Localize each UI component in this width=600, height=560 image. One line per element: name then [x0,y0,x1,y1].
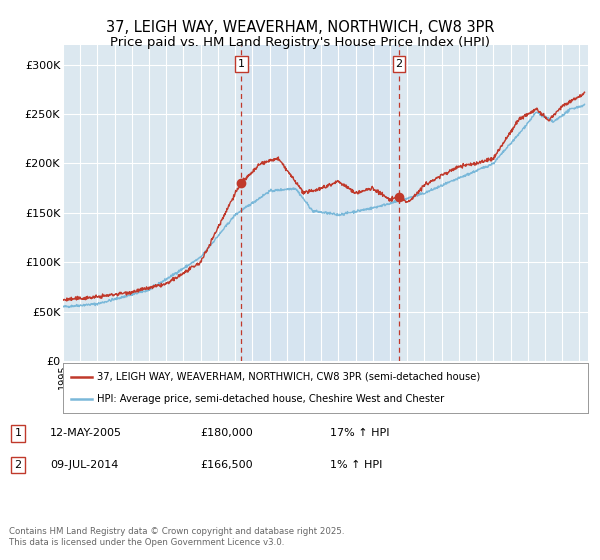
Text: Price paid vs. HM Land Registry's House Price Index (HPI): Price paid vs. HM Land Registry's House … [110,36,490,49]
Text: 1: 1 [238,59,245,69]
Text: 37, LEIGH WAY, WEAVERHAM, NORTHWICH, CW8 3PR (semi-detached house): 37, LEIGH WAY, WEAVERHAM, NORTHWICH, CW8… [97,372,481,382]
Text: Contains HM Land Registry data © Crown copyright and database right 2025.
This d: Contains HM Land Registry data © Crown c… [9,526,344,547]
Text: 2: 2 [14,460,22,470]
Text: 09-JUL-2014: 09-JUL-2014 [50,460,118,470]
Text: 1: 1 [14,428,22,438]
Bar [241,45,399,361]
Text: 2: 2 [395,59,403,69]
Text: 17% ↑ HPI: 17% ↑ HPI [330,428,389,438]
Text: 37, LEIGH WAY, WEAVERHAM, NORTHWICH, CW8 3PR: 37, LEIGH WAY, WEAVERHAM, NORTHWICH, CW8… [106,20,494,35]
Text: 12-MAY-2005: 12-MAY-2005 [50,428,122,438]
Text: 1% ↑ HPI: 1% ↑ HPI [330,460,382,470]
Text: £166,500: £166,500 [200,460,253,470]
Text: £180,000: £180,000 [200,428,253,438]
Text: HPI: Average price, semi-detached house, Cheshire West and Chester: HPI: Average price, semi-detached house,… [97,394,445,404]
